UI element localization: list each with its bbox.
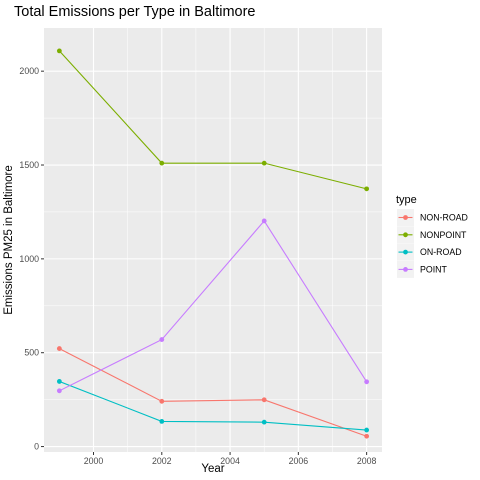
series-nonpoint — [56, 48, 370, 192]
legend-item-on-road: ON-ROAD — [397, 243, 462, 261]
y-tick-label: 1500 — [19, 160, 39, 170]
data-point-on-road — [364, 427, 370, 433]
legend-label-point: POINT — [420, 264, 448, 274]
data-point-point — [364, 379, 370, 385]
legend-label-non-road: NON-ROAD — [420, 213, 468, 223]
legend-item-non-road: NON-ROAD — [397, 209, 468, 226]
data-point-non-road — [364, 433, 370, 439]
legend-item-point: POINT — [397, 260, 448, 278]
series-layer — [56, 48, 370, 439]
y-tick-label: 1000 — [19, 254, 39, 264]
x-tick-label: 2008 — [357, 456, 377, 466]
legend-key-point — [403, 232, 408, 238]
data-point-on-road — [56, 379, 62, 384]
legend-title: type — [396, 194, 417, 206]
y-axis-title: Emissions PM25 in Baltimore — [3, 165, 15, 315]
legend-item-nonpoint: NONPOINT — [397, 226, 467, 244]
major-gridlines — [44, 28, 382, 452]
series-point — [56, 218, 370, 394]
data-point-nonpoint — [261, 160, 267, 166]
data-point-non-road — [56, 346, 62, 351]
y-tick-label: 500 — [24, 348, 39, 358]
legend-key-point — [403, 249, 408, 255]
x-tick-label: 2004 — [220, 456, 240, 466]
x-tick-label: 2006 — [289, 456, 309, 466]
legend-label-on-road: ON-ROAD — [420, 247, 462, 257]
legend-key-point — [403, 215, 408, 220]
data-point-on-road — [261, 419, 267, 425]
chart-title: Total Emissions per Type in Baltimore — [14, 4, 256, 20]
axis-layer: 2000 2002 2004 2006 2008 0 500 1000 1500 2000 — [19, 66, 376, 466]
legend: type NON-ROAD NONPOINT ON-ROAD POINT — [396, 194, 468, 278]
plot-panel — [44, 28, 382, 452]
series-line-nonpoint — [58, 50, 367, 190]
legend-label-nonpoint: NONPOINT — [420, 230, 467, 240]
data-point-non-road — [159, 398, 165, 404]
series-line-on-road — [59, 380, 367, 431]
data-point-on-road — [159, 419, 165, 424]
data-point-non-road — [261, 397, 267, 403]
legend-key-point — [403, 267, 408, 272]
y-tick-label: 0 — [34, 442, 39, 452]
minor-gridlines — [44, 28, 382, 452]
data-point-point — [56, 388, 62, 394]
data-point-nonpoint — [159, 160, 165, 166]
data-point-point — [159, 337, 165, 342]
series-line-point — [59, 220, 368, 392]
series-on-road — [56, 379, 370, 433]
x-tick-label: 2002 — [152, 456, 172, 466]
x-tick-label: 2000 — [84, 456, 104, 466]
data-point-point — [261, 218, 267, 224]
y-tick-label: 2000 — [19, 66, 39, 76]
series-non-road — [56, 346, 370, 439]
data-point-nonpoint — [56, 48, 62, 54]
data-point-nonpoint — [364, 186, 370, 192]
x-axis-title: Year — [201, 463, 224, 475]
series-line-non-road — [59, 348, 367, 437]
